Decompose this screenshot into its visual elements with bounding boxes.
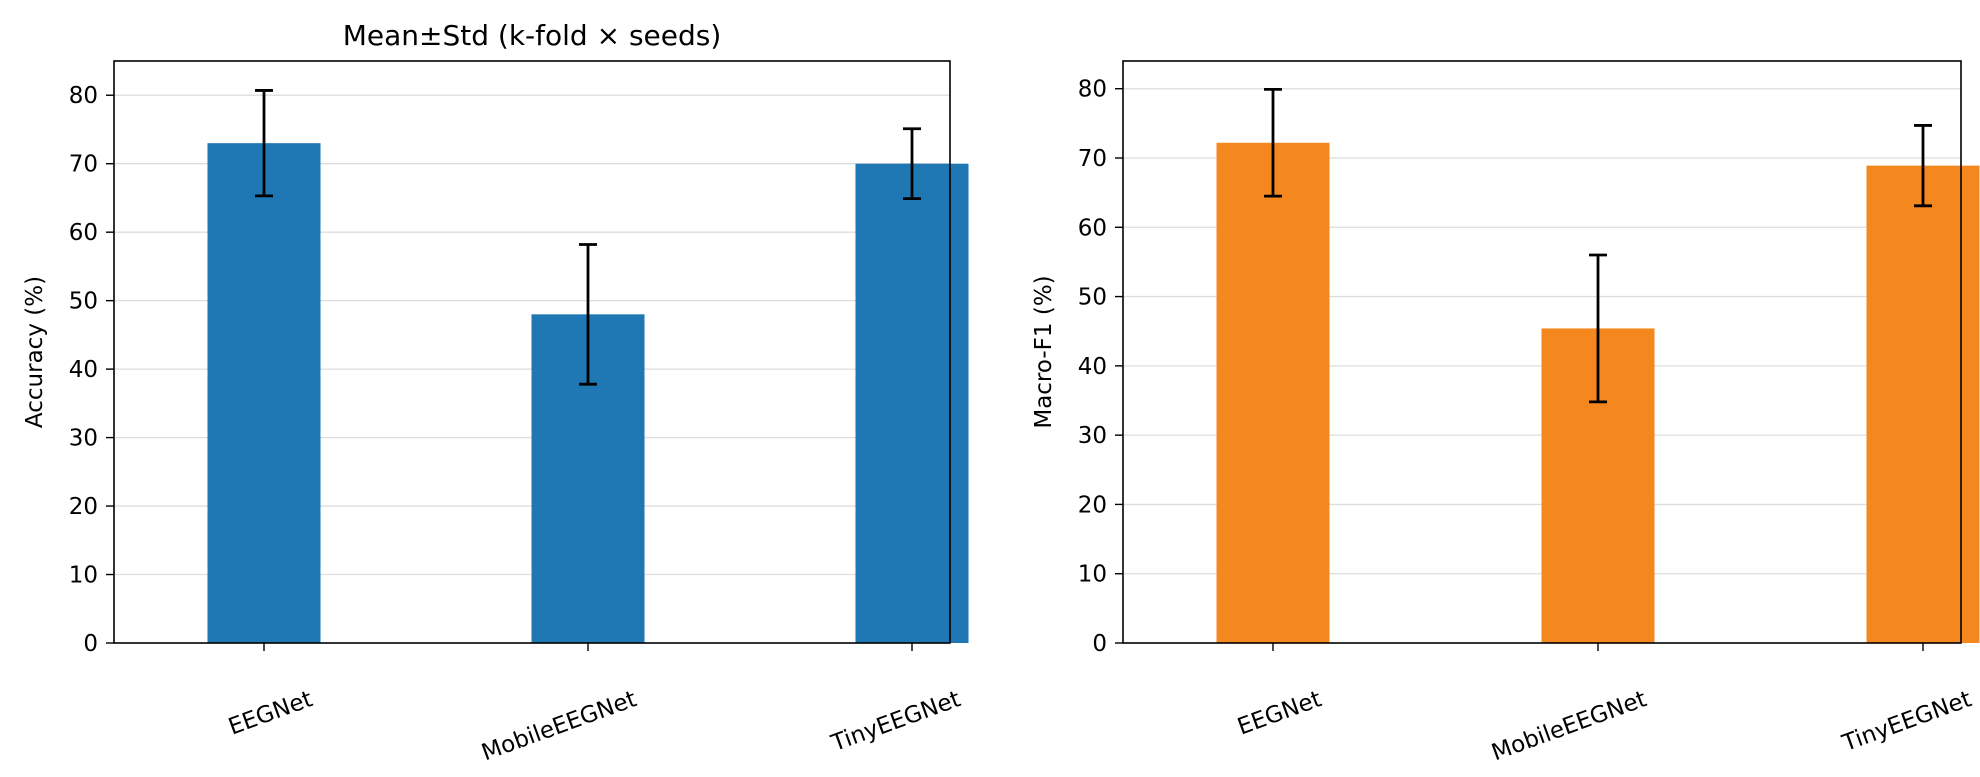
f1-y-tick-label: 60 [1078, 215, 1107, 241]
accuracy-y-tick-label: 70 [69, 152, 98, 178]
f1-x-tick-label: TinyEEGNet [1838, 686, 1975, 757]
accuracy-y-tick-label: 50 [69, 289, 98, 315]
f1-x-tick-label: MobileEEGNet [1488, 686, 1650, 766]
f1-bar [1866, 165, 1980, 643]
f1-y-axis-label: Macro-F1 (%) [1031, 275, 1057, 428]
accuracy-y-tick-label: 40 [69, 357, 98, 383]
accuracy-y-tick-label: 30 [69, 426, 98, 452]
f1-y-tick-label: 0 [1092, 631, 1107, 657]
f1-y-tick-label: 20 [1078, 492, 1107, 518]
f1-bar [1216, 142, 1330, 643]
f1-y-tick-label: 10 [1078, 562, 1107, 588]
f1-y-tick-label: 40 [1078, 354, 1107, 380]
f1-y-tick-label: 70 [1078, 146, 1107, 172]
f1-plot-frame [1122, 60, 1962, 644]
accuracy-y-tick-label: 0 [83, 631, 98, 657]
f1-y-tick-label: 50 [1078, 285, 1107, 311]
f1-y-tick-label: 80 [1078, 77, 1107, 103]
accuracy-y-axis-label: Accuracy (%) [22, 276, 48, 428]
f1-y-tick-label: 30 [1078, 423, 1107, 449]
accuracy-y-tick-label: 60 [69, 220, 98, 246]
accuracy-plot-frame [113, 60, 951, 644]
accuracy-y-tick-label: 10 [69, 563, 98, 589]
accuracy-y-tick-label: 80 [69, 83, 98, 109]
accuracy-chart-title: Mean±Std (k-fold × seeds) [343, 19, 722, 52]
f1-x-tick-label: EEGNet [1234, 686, 1325, 740]
accuracy-bar [207, 143, 321, 643]
accuracy-y-tick-label: 20 [69, 494, 98, 520]
